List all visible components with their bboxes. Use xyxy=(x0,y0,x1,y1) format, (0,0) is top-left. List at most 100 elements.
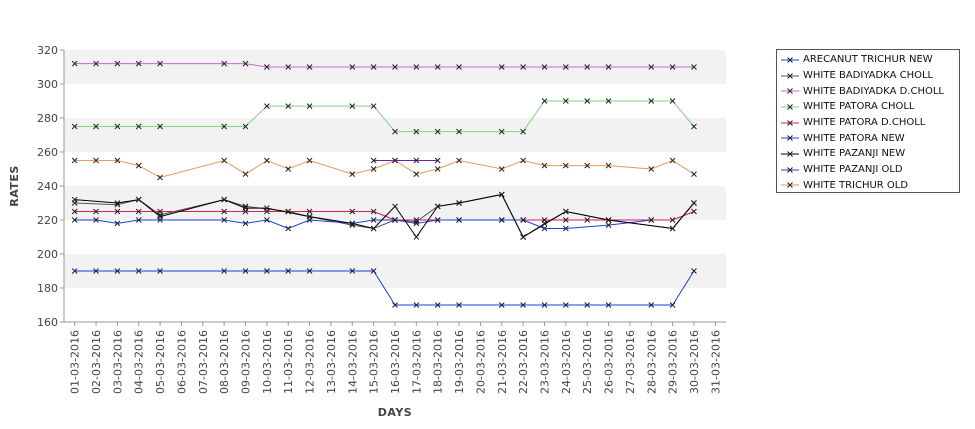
legend-swatch xyxy=(781,135,799,142)
data-point xyxy=(93,208,99,215)
data-point xyxy=(498,64,505,70)
data-point xyxy=(584,217,591,223)
data-point xyxy=(242,268,249,274)
y-tick-label: 180 xyxy=(37,282,58,295)
x-tick-label: 26-03-2016 xyxy=(603,330,616,394)
data-point xyxy=(562,217,569,223)
data-point xyxy=(306,208,313,215)
data-point xyxy=(349,64,356,70)
x-tick-label: 17-03-2016 xyxy=(410,330,423,394)
data-point xyxy=(562,98,569,104)
data-point xyxy=(691,268,697,274)
series-6 xyxy=(71,191,697,240)
y-tick-label: 220 xyxy=(37,214,58,227)
data-point xyxy=(242,60,249,67)
data-point xyxy=(114,123,121,130)
y-axis-title: RATES xyxy=(8,165,21,207)
data-point xyxy=(498,217,505,223)
data-point xyxy=(605,217,612,223)
data-point xyxy=(562,162,569,169)
data-point xyxy=(669,98,676,104)
legend-swatch xyxy=(781,182,799,189)
data-point xyxy=(562,302,569,308)
y-tick-label: 260 xyxy=(37,146,58,159)
data-point xyxy=(434,203,441,210)
plot-background xyxy=(64,50,726,322)
grid-band xyxy=(64,186,726,220)
series-2 xyxy=(71,60,697,70)
x-tick-label: 18-03-2016 xyxy=(432,330,445,394)
legend-label: ARECANUT TRICHUR NEW xyxy=(803,54,933,66)
data-point xyxy=(584,162,591,169)
data-point xyxy=(370,268,377,274)
data-point xyxy=(669,157,676,164)
x-tick-label: 15-03-2016 xyxy=(368,330,381,394)
legend-item: WHITE PAZANJI NEW xyxy=(781,146,959,162)
legend: ARECANUT TRICHUR NEW WHITE BADIYADKA CHOL… xyxy=(776,49,960,193)
data-point xyxy=(135,60,142,67)
data-point xyxy=(648,217,655,223)
data-point xyxy=(285,103,292,109)
data-point xyxy=(114,208,121,215)
data-point xyxy=(71,60,78,67)
data-point xyxy=(584,64,591,70)
legend-label: WHITE BADIYADKA CHOLL xyxy=(803,70,934,82)
data-point xyxy=(264,103,270,109)
grid-band xyxy=(64,152,726,186)
data-point xyxy=(669,64,676,70)
data-point xyxy=(498,191,505,198)
data-point xyxy=(541,98,548,104)
x-tick-label: 05-03-2016 xyxy=(154,330,167,394)
legend-label: WHITE PAZANJI NEW xyxy=(803,148,906,160)
x-tick-label: 25-03-2016 xyxy=(581,330,594,394)
x-tick-label: 06-03-2016 xyxy=(175,330,188,394)
data-point xyxy=(520,157,526,164)
x-tick-label: 28-03-2016 xyxy=(645,330,658,394)
data-point xyxy=(456,200,462,206)
data-point xyxy=(605,162,612,169)
data-point xyxy=(562,64,569,70)
data-point xyxy=(157,268,163,274)
x-tick-label: 24-03-2016 xyxy=(560,330,573,394)
data-point xyxy=(413,128,420,135)
data-point xyxy=(584,98,591,104)
legend-label: WHITE PATORA D.CHOLL xyxy=(803,117,926,129)
data-point xyxy=(434,128,441,135)
data-point xyxy=(135,123,142,130)
legend-item: WHITE PATORA NEW xyxy=(781,130,959,146)
data-point xyxy=(413,302,420,308)
data-point xyxy=(392,203,398,210)
x-tick-label: 03-03-2016 xyxy=(111,330,124,394)
legend-swatch xyxy=(781,56,799,63)
x-tick-label: 08-03-2016 xyxy=(218,330,231,394)
y-tick-label: 320 xyxy=(37,44,58,57)
data-point xyxy=(370,208,377,215)
data-point xyxy=(456,217,462,223)
data-point xyxy=(413,171,420,177)
data-point xyxy=(93,60,99,67)
legend-item: WHITE PAZANJI OLD xyxy=(781,162,959,178)
data-point xyxy=(264,157,270,164)
data-point xyxy=(264,205,270,211)
data-point xyxy=(669,225,676,232)
x-tick-label: 11-03-2016 xyxy=(282,330,295,394)
x-tick-label: 12-03-2016 xyxy=(304,330,317,394)
x-tick-label: 04-03-2016 xyxy=(133,330,146,394)
data-point xyxy=(349,220,356,227)
data-point xyxy=(520,302,526,308)
x-tick-label: 19-03-2016 xyxy=(453,330,466,394)
data-point xyxy=(605,222,612,228)
data-point xyxy=(520,217,526,223)
data-point xyxy=(520,64,526,70)
data-point xyxy=(221,208,228,215)
data-point xyxy=(221,268,228,274)
data-point xyxy=(413,157,420,164)
x-tick-label: 29-03-2016 xyxy=(667,330,680,394)
data-point xyxy=(157,174,163,181)
data-point xyxy=(498,302,505,308)
x-tick-label: 09-03-2016 xyxy=(240,330,253,394)
legend-swatch xyxy=(781,166,799,173)
y-tick-label: 240 xyxy=(37,180,58,193)
data-point xyxy=(242,171,249,177)
